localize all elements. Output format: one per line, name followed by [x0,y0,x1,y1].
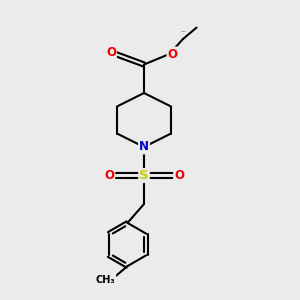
Text: N: N [139,140,149,154]
Text: CH₃: CH₃ [96,275,116,285]
Text: methyl: methyl [182,31,187,32]
Text: O: O [106,46,116,59]
Text: O: O [104,169,114,182]
Text: O: O [167,47,178,61]
Text: S: S [139,169,149,182]
Text: O: O [174,169,184,182]
